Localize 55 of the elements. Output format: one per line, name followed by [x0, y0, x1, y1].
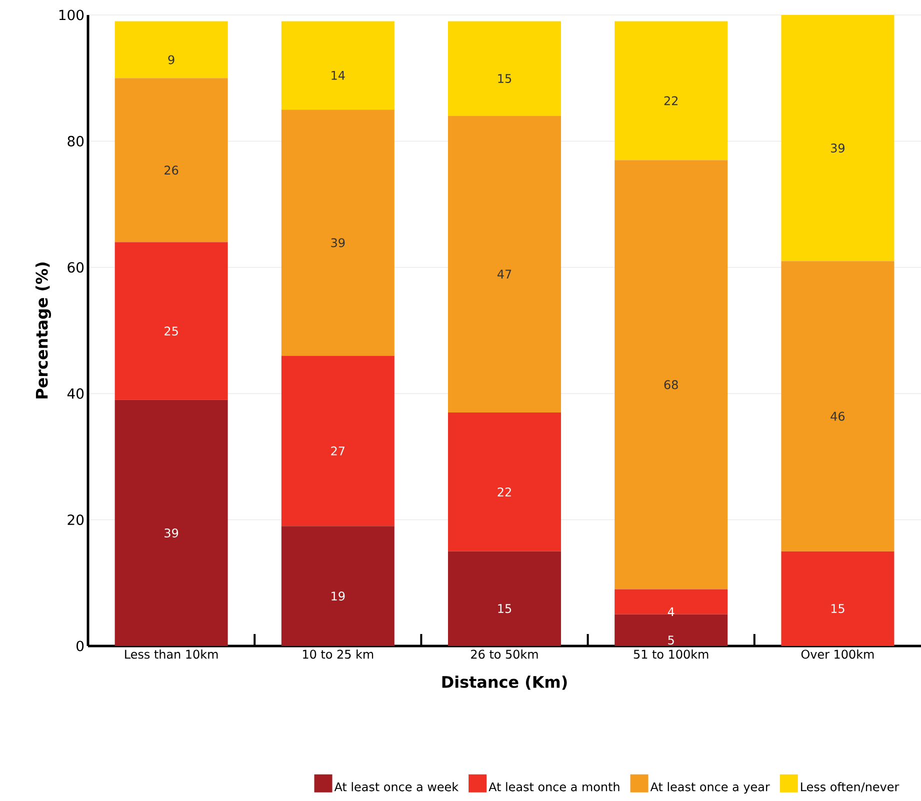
bar [281, 21, 394, 110]
x-tick-label: 10 to 25 km [303, 650, 374, 659]
data-label: 26 [164, 166, 178, 175]
legend-label: Less often/never [801, 782, 900, 792]
data-label: 15 [498, 74, 512, 84]
y-tick-label: 0 [76, 640, 84, 652]
y-axis-title: Percentage (%) [35, 262, 52, 398]
data-label: 25 [164, 326, 178, 336]
y-tick-label: 40 [67, 388, 84, 399]
data-label: 14 [332, 70, 345, 80]
data-label: 9 [168, 55, 174, 64]
legend-label: At least once a year [650, 782, 770, 794]
bar [448, 116, 562, 413]
y-tick-label: 80 [68, 136, 84, 146]
data-label: 39 [331, 238, 345, 248]
x-tick-label: 26 to 50km [471, 650, 538, 659]
data-label: 4 [668, 607, 674, 616]
bar [114, 242, 228, 400]
data-label: 39 [831, 144, 844, 153]
y-tick-label: 100 [59, 10, 84, 20]
bar [614, 614, 728, 646]
bar [781, 261, 894, 552]
data-label: 39 [164, 528, 178, 538]
data-label: 47 [497, 270, 512, 278]
y-tick-label: 60 [68, 262, 84, 273]
bar [281, 526, 394, 646]
bar [114, 78, 228, 242]
bar [614, 589, 728, 614]
data-label: 15 [831, 604, 844, 614]
legend-label: At least once a week [334, 782, 459, 792]
bar [614, 21, 728, 160]
bar [281, 110, 394, 356]
bar [448, 551, 562, 646]
x-tick-label: Less than 10km [125, 650, 218, 659]
data-label: 46 [830, 412, 845, 421]
bar [781, 14, 894, 262]
x-axis-title: Distance (Km) [442, 676, 567, 690]
data-label: 22 [498, 487, 511, 496]
data-label: 27 [331, 446, 344, 456]
bar [781, 551, 894, 646]
bar [448, 21, 562, 116]
data-label: 15 [498, 604, 512, 614]
data-label: 22 [664, 96, 678, 106]
bar [448, 412, 562, 552]
bar [114, 21, 228, 78]
data-label: 5 [668, 636, 674, 645]
x-tick-label: Over 100km [801, 650, 874, 659]
data-label: 68 [664, 380, 678, 390]
bar [114, 400, 228, 646]
x-tick-label: 51 to 100km [634, 650, 708, 659]
y-tick-label: 20 [68, 514, 84, 526]
bar [281, 356, 394, 526]
legend-label: At least once a month [488, 782, 620, 792]
bar [614, 160, 728, 590]
data-label: 19 [332, 592, 345, 601]
